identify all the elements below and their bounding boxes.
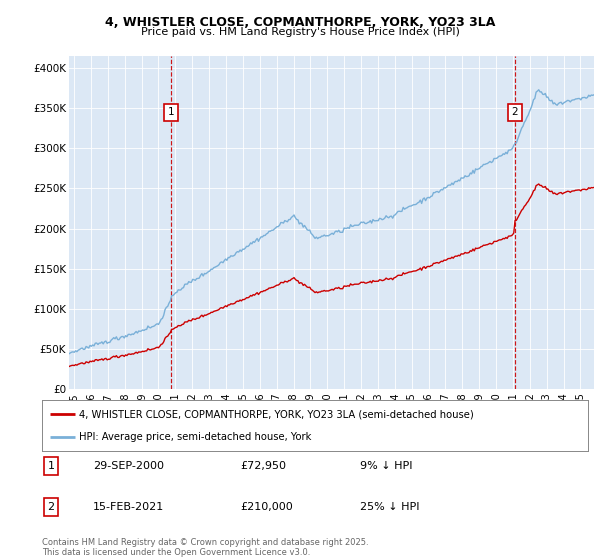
Text: 4, WHISTLER CLOSE, COPMANTHORPE, YORK, YO23 3LA: 4, WHISTLER CLOSE, COPMANTHORPE, YORK, Y… xyxy=(105,16,495,29)
Text: 25% ↓ HPI: 25% ↓ HPI xyxy=(360,502,419,512)
Text: £72,950: £72,950 xyxy=(240,461,286,471)
Text: 4, WHISTLER CLOSE, COPMANTHORPE, YORK, YO23 3LA (semi-detached house): 4, WHISTLER CLOSE, COPMANTHORPE, YORK, Y… xyxy=(79,409,474,419)
Text: Contains HM Land Registry data © Crown copyright and database right 2025.
This d: Contains HM Land Registry data © Crown c… xyxy=(42,538,368,557)
Text: £210,000: £210,000 xyxy=(240,502,293,512)
Text: 9% ↓ HPI: 9% ↓ HPI xyxy=(360,461,413,471)
Text: 1: 1 xyxy=(168,107,175,117)
Text: 2: 2 xyxy=(47,502,55,512)
Text: 1: 1 xyxy=(47,461,55,471)
Text: HPI: Average price, semi-detached house, York: HPI: Average price, semi-detached house,… xyxy=(79,432,311,442)
Text: 15-FEB-2021: 15-FEB-2021 xyxy=(93,502,164,512)
Text: 29-SEP-2000: 29-SEP-2000 xyxy=(93,461,164,471)
Text: Price paid vs. HM Land Registry's House Price Index (HPI): Price paid vs. HM Land Registry's House … xyxy=(140,27,460,38)
Text: 2: 2 xyxy=(512,107,518,117)
